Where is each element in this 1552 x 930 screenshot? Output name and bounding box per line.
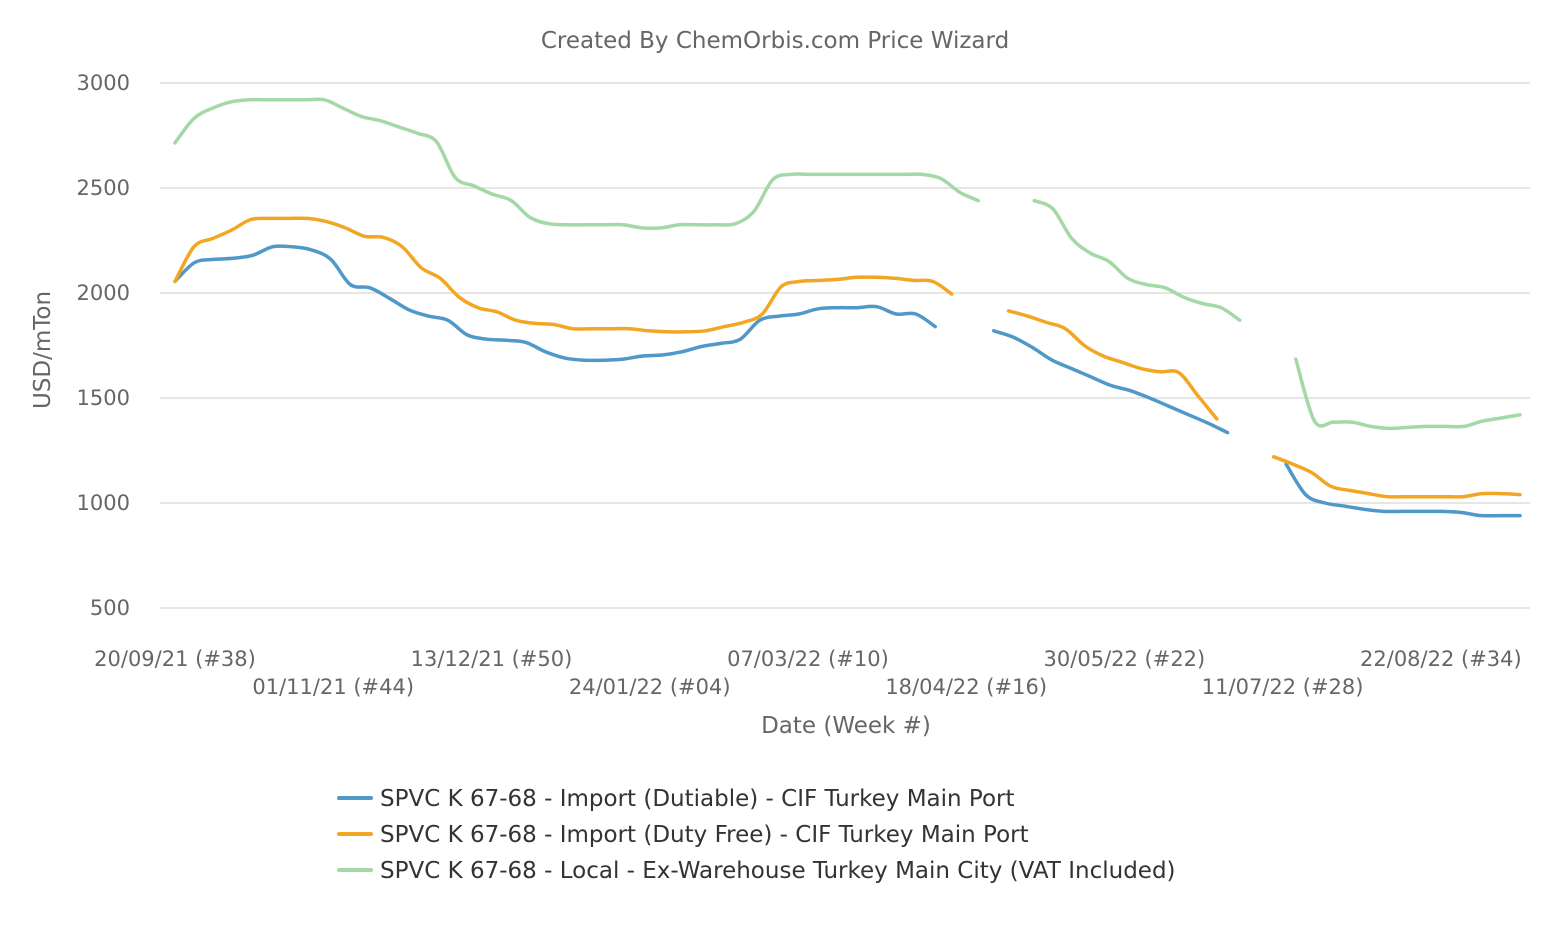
y-tick-label: 3000: [77, 71, 130, 95]
x-tick-label: 13/12/21 (#50): [411, 647, 573, 671]
series-line-segment: [1284, 462, 1522, 518]
series-line-segment: [1271, 455, 1522, 499]
x-tick-label: 07/03/22 (#10): [727, 647, 889, 671]
legend-item[interactable]: SPVC K 67-68 - Import (Dutiable) - CIF T…: [337, 786, 1015, 812]
y-tick-label: 2000: [77, 281, 130, 305]
series-3: [173, 97, 1522, 431]
series-line-segment: [173, 244, 937, 363]
x-tick-label: 20/09/21 (#38): [94, 647, 256, 671]
series-line-segment: [1006, 309, 1219, 421]
x-axis-ticks: 20/09/21 (#38) 01/11/21 (#44) 13/12/21 (#5…: [94, 647, 1522, 699]
legend: SPVC K 67-68 - Import (Dutiable) - CIF T…: [337, 786, 1176, 884]
x-tick-label: 18/04/22 (#16): [885, 675, 1047, 699]
y-tick-label: 500: [90, 596, 130, 620]
y-tick-label: 1500: [77, 386, 130, 410]
legend-item[interactable]: SPVC K 67-68 - Import (Duty Free) - CIF …: [337, 822, 1029, 848]
legend-item[interactable]: SPVC K 67-68 - Local - Ex-Warehouse Turk…: [337, 858, 1176, 884]
series-line-segment: [1032, 198, 1242, 323]
grid-lines: [160, 82, 1530, 609]
x-tick-label: 24/01/22 (#04): [569, 675, 731, 699]
y-axis-title: USD/mTon: [30, 291, 56, 409]
series-lines: [173, 97, 1522, 518]
x-tick-label: 11/07/22 (#28): [1202, 675, 1364, 699]
series-line-segment: [173, 97, 981, 231]
legend-label: SPVC K 67-68 - Import (Duty Free) - CIF …: [380, 822, 1029, 848]
series-line-segment: [1294, 357, 1522, 431]
series-2: [173, 216, 1522, 499]
y-tick-label: 2500: [77, 176, 130, 200]
series-1: [173, 244, 1522, 518]
y-axis-ticks: 500 1000 1500 2000 2500 3000: [77, 71, 130, 620]
x-axis-title: Date (Week #): [761, 713, 931, 739]
y-tick-label: 1000: [77, 491, 130, 515]
x-tick-label: 22/08/22 (#34): [1360, 647, 1522, 671]
x-tick-label: 01/11/21 (#44): [252, 675, 414, 699]
x-tick-label: 30/05/22 (#22): [1044, 647, 1206, 671]
legend-label: SPVC K 67-68 - Local - Ex-Warehouse Turk…: [380, 858, 1176, 884]
legend-label: SPVC K 67-68 - Import (Dutiable) - CIF T…: [380, 786, 1015, 812]
chart-title: Created By ChemOrbis.com Price Wizard: [541, 28, 1009, 54]
series-line-segment: [991, 329, 1230, 435]
series-line-segment: [173, 216, 954, 334]
